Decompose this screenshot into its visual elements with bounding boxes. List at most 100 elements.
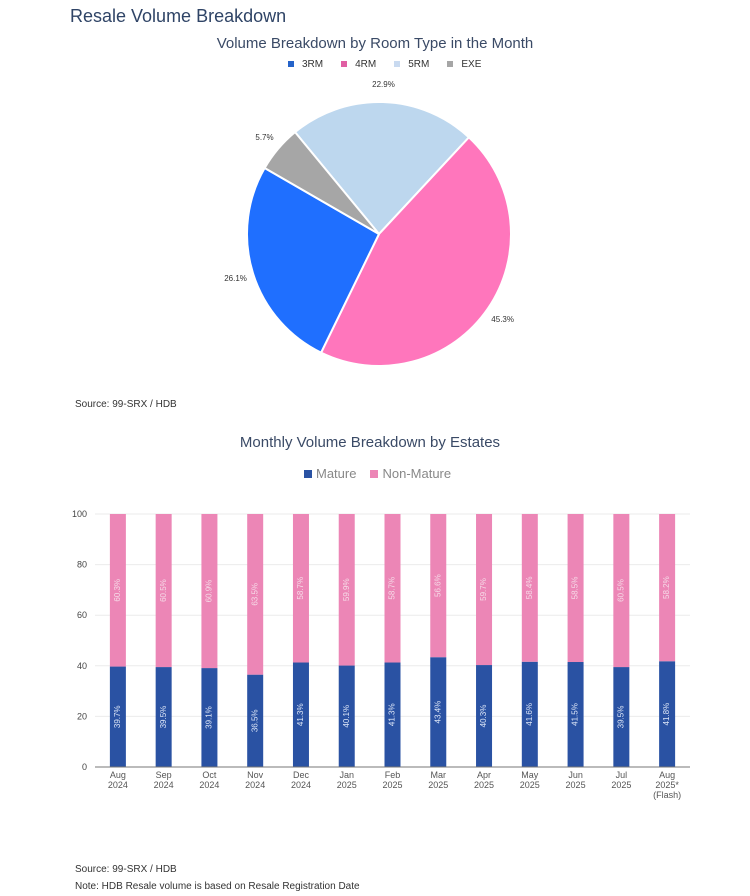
x-tick-label: 2025* [655,780,679,790]
legend-item-exe: EXE [447,59,481,70]
y-tick-label: 40 [77,661,87,671]
bar-non-mature [247,514,264,675]
bar-mature [292,662,309,767]
bar-non-mature [613,514,630,668]
x-tick-label: Aug [659,770,675,780]
x-tick-label: Oct [202,770,217,780]
bar-chart: 02040608010039.7%60.3%Aug202439.5%60.5%S… [72,509,690,800]
x-tick-label: Mar [431,770,447,780]
bar-data-label: 63.5% [250,583,259,606]
bar-data-label: 36.5% [250,709,259,732]
bar-data-label: 56.6% [433,574,442,597]
bar-mature [155,667,172,767]
x-tick-label: Jul [616,770,628,780]
x-tick-label: 2025 [566,780,586,790]
bar-mature [384,662,401,767]
bar-non-mature [659,514,676,662]
bar-non-mature [521,514,538,662]
bar-data-label: 39.7% [113,705,122,728]
source-note-2: Source: 99-SRX / HDB [75,864,177,875]
x-tick-label: 2025 [337,780,357,790]
pie-label-exe: 5.7% [255,133,273,142]
x-tick-label: 2025 [611,780,631,790]
x-tick-label: Nov [247,770,264,780]
y-tick-label: 80 [77,560,87,570]
bar-mature [430,657,447,767]
bar-legend: Mature Non-Mature [304,466,451,481]
bar-mature [613,667,630,767]
y-tick-label: 0 [82,762,87,772]
x-tick-label: 2024 [199,780,219,790]
y-tick-label: 60 [77,610,87,620]
pie-slice-3rm [246,166,381,354]
bar-data-label: 58.7% [296,577,305,600]
source-note: Source: 99-SRX / HDB [75,399,177,410]
x-tick-label: Sep [156,770,172,780]
bar-data-label: 59.9% [342,578,351,601]
bar-non-mature [430,514,447,658]
bar-non-mature [567,514,584,663]
bar-mature [567,662,584,767]
bar-data-label: 43.4% [433,701,442,724]
x-tick-label: May [521,770,539,780]
bar-non-mature [338,514,355,666]
x-tick-label: 2024 [291,780,311,790]
legend-item-mature: Mature [304,466,356,481]
pie-chart: 22.9% 45.3% 26.1% 5.7% [224,80,514,367]
bar-non-mature [109,514,126,667]
page-title: Resale Volume Breakdown [70,6,287,26]
bar-data-label: 39.5% [159,706,168,729]
pie-label-3rm: 26.1% [224,274,247,283]
y-tick-label: 100 [72,509,87,519]
bar-data-label: 60.9% [205,580,214,603]
bar-data-label: 41.3% [388,703,397,726]
footnote: Note: HDB Resale volume is based on Resa… [75,881,360,892]
bar-non-mature [201,514,218,669]
legend-item-4rm: 4RM [341,59,376,70]
bar-chart-title: Monthly Volume Breakdown by Estates [239,434,501,451]
pie-chart-title: Volume Breakdown by Room Type in the Mon… [216,35,534,52]
x-tick-label: Feb [385,770,401,780]
bar-mature [521,661,538,767]
legend-item-5rm: 5RM [394,59,429,70]
bar-data-label: 39.5% [616,706,625,729]
bar-data-label: 41.5% [571,703,580,726]
bar-data-label: 58.5% [571,577,580,600]
x-tick-label: Aug [110,770,126,780]
x-tick-label: 2024 [154,780,174,790]
bar-data-label: 59.7% [479,578,488,601]
x-tick-label: 2025 [474,780,494,790]
bar-mature [109,666,126,767]
x-tick-label: (Flash) [653,790,681,800]
bar-data-label: 58.2% [662,576,671,599]
bar-mature [247,674,264,767]
pie-slice-4rm [319,135,512,367]
x-tick-label: 2024 [245,780,265,790]
x-tick-label: 2025 [520,780,540,790]
bar-data-label: 41.8% [662,703,671,726]
bar-data-label: 58.4% [525,577,534,600]
bar-mature [201,668,218,767]
y-tick-label: 20 [77,711,87,721]
x-tick-label: 2024 [108,780,128,790]
bar-data-label: 58.7% [388,577,397,600]
bar-data-label: 60.3% [113,579,122,602]
bar-non-mature [292,514,309,663]
bar-data-label: 41.3% [296,703,305,726]
legend-item-non-mature: Non-Mature [370,466,451,481]
bar-mature [476,665,493,767]
x-tick-label: 2025 [382,780,402,790]
x-tick-label: Jan [339,770,354,780]
bar-non-mature [476,514,493,666]
x-tick-label: Apr [477,770,491,780]
bar-data-label: 39.1% [205,706,214,729]
bar-data-label: 40.3% [479,705,488,728]
x-tick-label: 2025 [428,780,448,790]
pie-label-5rm: 22.9% [372,80,395,89]
bar-data-label: 41.6% [525,703,534,726]
pie-slice-5rm [293,101,471,236]
bar-mature [659,661,676,767]
bar-data-label: 60.5% [159,579,168,602]
bar-mature [338,665,355,767]
pie-legend: 3RM 4RM 5RM EXE [288,59,481,70]
